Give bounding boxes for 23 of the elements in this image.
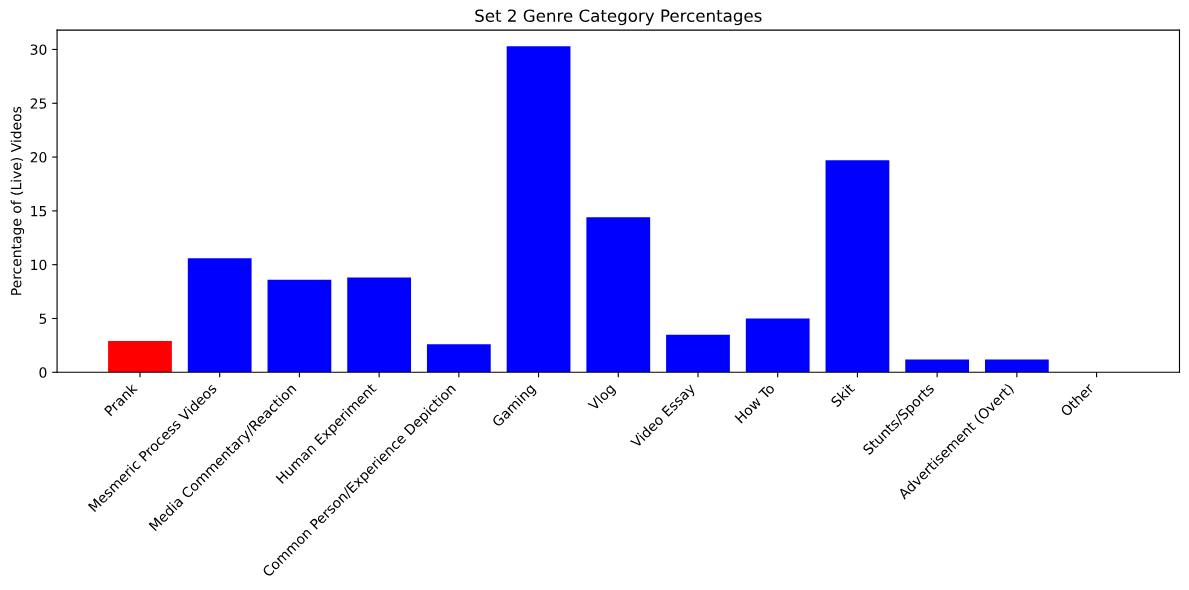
bar bbox=[984, 359, 1049, 373]
bar bbox=[187, 258, 252, 373]
y-tick-label: 25 bbox=[30, 98, 47, 109]
y-tick-label: 5 bbox=[39, 313, 47, 324]
y-tick-label: 10 bbox=[31, 259, 47, 271]
bar bbox=[745, 318, 810, 373]
bar bbox=[825, 160, 890, 373]
chart-title: Set 2 Genre Category Percentages bbox=[475, 9, 762, 26]
bar bbox=[506, 46, 571, 373]
bar bbox=[666, 334, 730, 373]
y-tick-label: 20 bbox=[30, 152, 47, 163]
x-tick-label: Skit bbox=[830, 382, 856, 408]
x-tick-label: Vlog bbox=[587, 382, 618, 414]
y-tick-label: 30 bbox=[30, 44, 47, 55]
bar bbox=[347, 277, 412, 373]
y-axis-title: Percentage of (Live) Videos bbox=[10, 106, 25, 295]
bar bbox=[586, 217, 651, 373]
y-tick-label: 15 bbox=[31, 206, 47, 217]
y-tick-label: 0 bbox=[39, 367, 47, 378]
bar bbox=[905, 359, 970, 373]
bar bbox=[426, 344, 491, 373]
bar bbox=[108, 341, 172, 373]
bar bbox=[267, 279, 332, 373]
